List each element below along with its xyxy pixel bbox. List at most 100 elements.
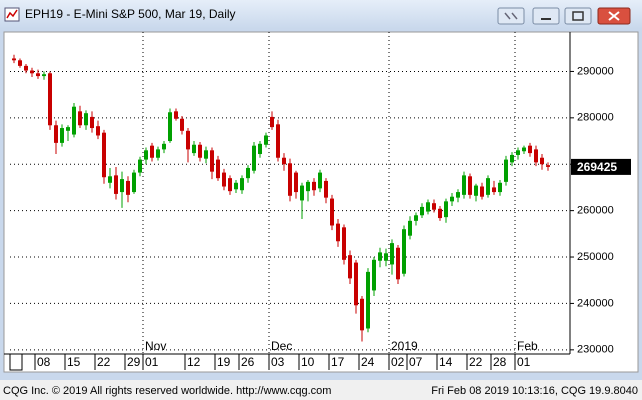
candle-body: [132, 172, 136, 193]
month-label: Nov: [145, 339, 166, 353]
candle-body: [390, 243, 394, 265]
candle-body: [96, 126, 100, 136]
candle-body: [294, 172, 298, 193]
x-tick-label: 08: [37, 355, 51, 369]
candle-body: [162, 143, 166, 150]
candle-body: [168, 112, 172, 142]
candle-body: [234, 182, 238, 190]
candle-body: [360, 298, 364, 331]
candle-body: [396, 247, 400, 280]
candle-body: [102, 132, 106, 178]
candle-body: [528, 145, 532, 154]
chart-title: EPH19 - E-Mini S&P 500, Mar 19, Daily: [25, 7, 236, 21]
link-icon: [504, 12, 518, 20]
candle-body: [276, 124, 280, 158]
candle-body: [282, 157, 286, 165]
candle-body: [444, 201, 448, 218]
candle-body: [120, 179, 124, 193]
candle-body: [498, 182, 502, 193]
candle-body: [414, 215, 418, 221]
candle-body: [474, 185, 478, 196]
x-tick-label: 03: [271, 355, 285, 369]
candle-body: [156, 149, 160, 158]
candle-body: [12, 58, 16, 61]
x-tick-label: 10: [301, 355, 315, 369]
y-tick-label: 230000: [577, 344, 614, 356]
y-tick-label: 290000: [577, 65, 614, 77]
candle-body: [348, 255, 352, 279]
candle-body: [354, 262, 358, 306]
candle-body: [534, 149, 538, 163]
candle-body: [144, 150, 148, 160]
candle-body: [222, 172, 226, 187]
candle-body: [330, 198, 334, 226]
candle-body: [426, 202, 430, 212]
candle-body: [546, 165, 550, 167]
candle-body: [480, 186, 484, 197]
candle-body: [252, 145, 256, 171]
candle-body: [312, 181, 316, 191]
candle-body: [60, 128, 64, 143]
close-icon: [608, 11, 620, 21]
restore-button[interactable]: [564, 7, 592, 25]
candle-body: [126, 180, 130, 195]
candle-body: [516, 150, 520, 155]
x-tick-label: 17: [331, 355, 345, 369]
x-tick-label: 15: [67, 355, 81, 369]
candle-body: [492, 187, 496, 193]
last-price-label: 269425: [577, 160, 617, 174]
candle-body: [372, 259, 376, 291]
candle-body: [270, 116, 274, 128]
candle-body: [462, 175, 466, 195]
y-tick-label: 250000: [577, 251, 614, 263]
candle-body: [324, 180, 328, 198]
candle-body: [228, 178, 232, 192]
month-label: 2019: [391, 339, 418, 353]
candle-body: [522, 147, 526, 152]
status-bar: [0, 380, 642, 400]
x-tick-label: 07: [409, 355, 423, 369]
candle-body: [306, 181, 310, 192]
minimize-button[interactable]: [532, 7, 560, 25]
candle-body: [216, 159, 220, 179]
candle-body: [90, 116, 94, 129]
candle-body: [84, 113, 88, 126]
x-tick-label: 12: [187, 355, 201, 369]
x-tick-label: 22: [469, 355, 483, 369]
candle-body: [198, 144, 202, 158]
candle-body: [540, 157, 544, 165]
candle-body: [342, 227, 346, 260]
candle-body: [438, 208, 442, 219]
candle-body: [384, 253, 388, 261]
x-tick-label: 02: [391, 355, 405, 369]
candle-body: [288, 163, 292, 196]
y-tick-label: 240000: [577, 297, 614, 309]
candle-body: [402, 229, 406, 274]
candle-body: [210, 150, 214, 172]
candle-body: [504, 159, 508, 182]
candle-body: [174, 111, 178, 119]
footer-left: CQG Inc. © 2019 All rights reserved worl…: [3, 385, 331, 397]
candle-body: [54, 125, 58, 143]
month-label: Dec: [271, 339, 292, 353]
x-tick-label: 24: [361, 355, 375, 369]
link-button[interactable]: [497, 7, 525, 25]
candle-body: [114, 175, 118, 194]
chart-area: [3, 31, 639, 373]
candle-body: [408, 220, 412, 236]
candle-body: [468, 176, 472, 195]
candle-body: [24, 65, 28, 71]
candle-body: [180, 118, 184, 131]
candle-body: [42, 74, 46, 77]
candle-body: [258, 143, 262, 155]
candle-body: [450, 196, 454, 202]
candle-body: [36, 73, 40, 77]
window-buttons[interactable]: [497, 7, 631, 25]
y-tick-label: 280000: [577, 112, 614, 124]
scroll-handle[interactable]: [9, 353, 23, 371]
candle-body: [18, 60, 22, 66]
candle-body: [366, 271, 370, 329]
candle-body: [510, 154, 514, 163]
